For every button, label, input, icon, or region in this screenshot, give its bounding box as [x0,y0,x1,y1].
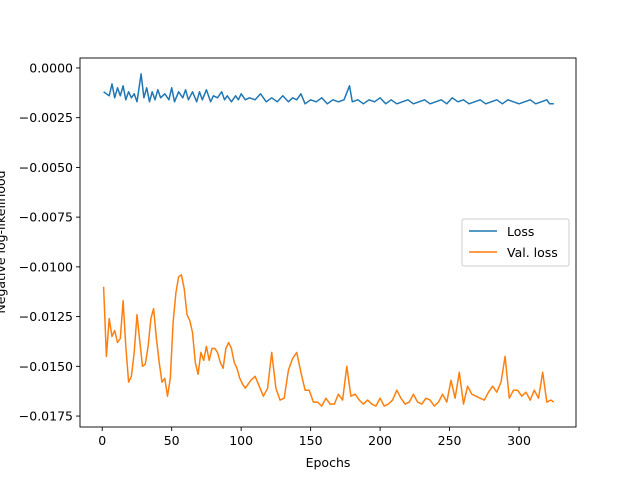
x-axis-label: Epochs [306,455,351,470]
legend-label-loss: Loss [507,224,534,239]
x-tick-label: 300 [507,433,531,448]
y-tick-label: −0.0050 [19,160,73,175]
y-axis: 0.0000 −0.0025 −0.0050 −0.0075 −0.0100 −0.012… [19,60,80,424]
x-tick-label: 0 [98,433,106,448]
series-lines [102,73,555,407]
series-line-val-loss [102,274,555,407]
x-tick-label: 100 [229,433,253,448]
x-tick-label: 150 [299,433,323,448]
x-tick-label: 250 [438,433,462,448]
y-axis-label: Negative log-likelihood [0,170,8,313]
x-tick-label: 200 [368,433,392,448]
legend: Loss Val. loss [461,218,570,267]
y-tick-label: −0.0125 [19,309,73,324]
y-tick-label: −0.0150 [19,359,73,374]
plot-frame [79,57,577,428]
y-tick-label: −0.0175 [19,409,73,424]
x-axis: 0 50 100 150 200 250 300 [98,427,531,448]
legend-label-val-loss: Val. loss [507,245,558,260]
y-tick-label: −0.0100 [19,259,73,274]
series-line-loss [103,73,554,105]
y-tick-label: −0.0025 [19,110,73,125]
y-tick-label: 0.0000 [29,60,73,75]
y-tick-label: −0.0075 [19,210,73,225]
x-tick-label: 50 [164,433,180,448]
